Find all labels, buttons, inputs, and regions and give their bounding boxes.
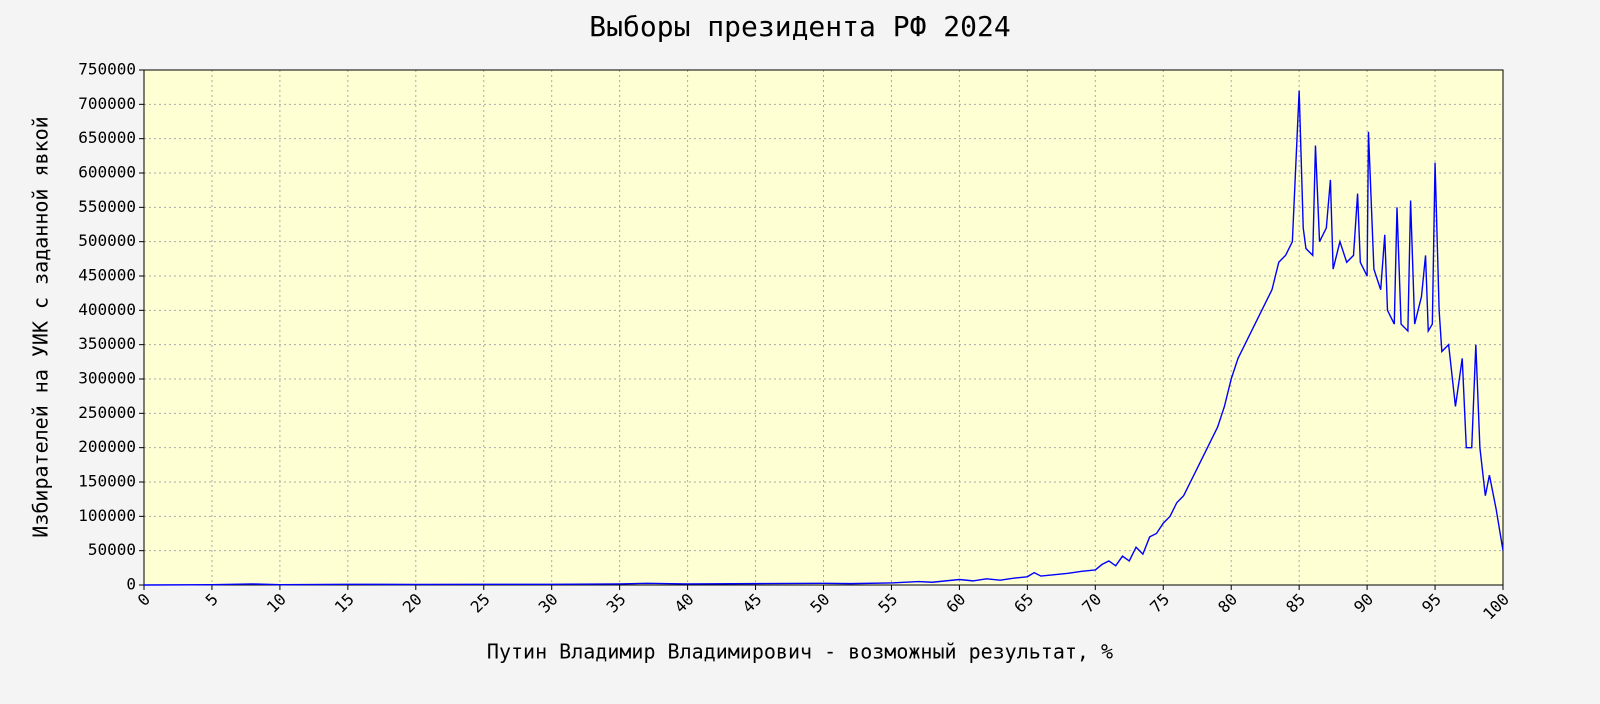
y-tick-label: 300000: [78, 369, 136, 388]
y-tick-label: 150000: [78, 472, 136, 491]
x-axis-label: Путин Владимир Владимирович - возможный …: [487, 640, 1113, 664]
y-tick-label: 750000: [78, 60, 136, 79]
y-tick-label: 0: [126, 575, 136, 594]
y-tick-label: 650000: [78, 128, 136, 147]
y-tick-label: 700000: [78, 94, 136, 113]
y-tick-label: 250000: [78, 403, 136, 422]
y-tick-label: 50000: [88, 540, 136, 559]
data-line: [143, 90, 1504, 586]
y-tick-label: 550000: [78, 197, 136, 216]
y-axis-label: Избирателей на УИК с заданной явкой: [29, 116, 53, 537]
plot-frame: [143, 69, 1504, 586]
chart-title: Выборы президента РФ 2024: [589, 10, 1010, 43]
y-tick-label: 200000: [78, 437, 136, 456]
y-tick-label: 400000: [78, 300, 136, 319]
y-tick-label: 500000: [78, 231, 136, 250]
y-tick-label: 450000: [78, 266, 136, 285]
plot-area: [144, 70, 1503, 585]
y-tick-label: 100000: [78, 506, 136, 525]
y-tick-label: 350000: [78, 334, 136, 353]
y-tick-label: 600000: [78, 163, 136, 182]
